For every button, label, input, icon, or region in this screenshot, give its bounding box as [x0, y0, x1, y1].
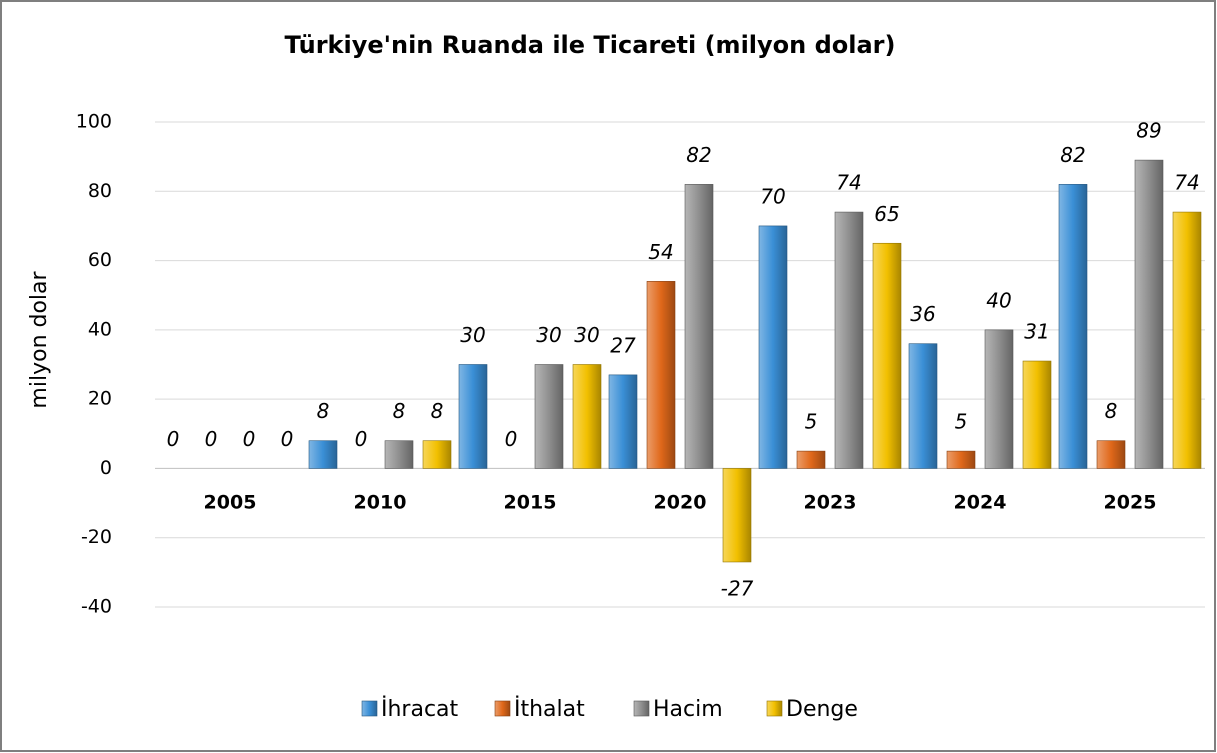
data-label: 70 [760, 184, 785, 208]
data-label: 27 [610, 333, 636, 357]
bar [1058, 184, 1088, 469]
data-label: 0 [243, 427, 256, 451]
data-label: 31 [1024, 320, 1049, 344]
y-tick-label: 0 [100, 457, 112, 479]
legend-label: İthalat [514, 696, 585, 722]
legend-marker [633, 700, 650, 717]
data-label: 30 [536, 323, 561, 347]
bar [1096, 440, 1126, 469]
y-tick-label: 60 [88, 249, 112, 271]
legend-label: Hacim [653, 697, 723, 722]
bar [1134, 159, 1164, 469]
data-label: 30 [574, 323, 599, 347]
legend-marker [494, 700, 511, 717]
data-label: 8 [393, 399, 406, 423]
x-tick-label: 2010 [354, 492, 407, 514]
data-label: 30 [460, 323, 485, 347]
bar [684, 184, 714, 469]
data-label: 0 [205, 427, 218, 451]
data-label: 89 [1136, 119, 1161, 143]
data-label: 54 [648, 240, 673, 264]
bar [758, 225, 788, 469]
bar [422, 440, 452, 469]
bar [908, 343, 938, 469]
bar [458, 364, 488, 469]
x-tick-label: 2024 [954, 492, 1007, 514]
data-label: 82 [1060, 143, 1085, 167]
bar [834, 211, 864, 469]
bar [946, 450, 976, 469]
data-label: 65 [874, 202, 899, 226]
data-label: 0 [355, 427, 368, 451]
bar [722, 468, 752, 563]
y-tick-label: 40 [88, 318, 112, 340]
data-label: -27 [721, 576, 754, 600]
bar [572, 364, 602, 469]
data-label: 8 [1105, 399, 1118, 423]
bar [1172, 211, 1202, 469]
bar [384, 440, 414, 469]
legend-label: Denge [786, 697, 858, 722]
y-tick-label: 20 [88, 388, 112, 410]
bar [308, 440, 338, 469]
legend-marker [361, 700, 378, 717]
bar [796, 450, 826, 469]
data-label: 74 [1174, 171, 1199, 195]
bar [646, 281, 676, 469]
legend-marker [766, 700, 783, 717]
data-label: 82 [686, 143, 711, 167]
x-tick-label: 2025 [1104, 492, 1157, 514]
bar [608, 374, 638, 469]
y-axis-label: milyon dolar [27, 270, 52, 408]
y-tick-label: -20 [81, 526, 112, 548]
data-label: 40 [986, 288, 1011, 312]
y-tick-label: -40 [81, 596, 112, 618]
legend-label: İhracat [381, 696, 459, 722]
x-tick-label: 2020 [654, 492, 707, 514]
data-label: 0 [167, 427, 180, 451]
data-label: 5 [955, 410, 968, 434]
data-label: 8 [431, 399, 444, 423]
data-label: 8 [317, 399, 330, 423]
bar [534, 364, 564, 469]
data-label: 0 [505, 427, 518, 451]
data-label: 0 [281, 427, 294, 451]
bar [1022, 360, 1052, 469]
data-label: 5 [805, 410, 818, 434]
x-tick-label: 2005 [204, 492, 257, 514]
x-tick-label: 2015 [504, 492, 557, 514]
bar [872, 242, 902, 469]
data-label: 36 [910, 302, 935, 326]
bar [984, 329, 1014, 469]
y-tick-label: 100 [76, 111, 112, 133]
chart-title: Türkiye'nin Ruanda ile Ticareti (milyon … [285, 31, 896, 59]
y-tick-label: 80 [88, 180, 112, 202]
x-tick-label: 2023 [804, 492, 857, 514]
data-label: 74 [836, 171, 861, 195]
